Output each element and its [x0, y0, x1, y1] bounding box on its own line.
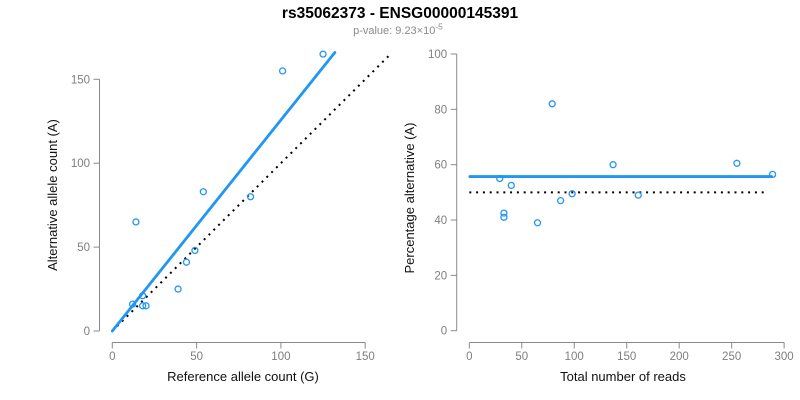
data-point — [500, 209, 508, 217]
y-tick-label: 0 — [441, 326, 447, 338]
x-tick-label: 50 — [515, 351, 528, 363]
x-tick-label: 100 — [565, 351, 584, 363]
data-point — [319, 50, 327, 58]
y-tick-label: 80 — [434, 104, 447, 116]
p-value-text: p-value: 9.23×10 — [353, 25, 435, 37]
y-tick-label: 150 — [71, 74, 90, 86]
x-tick-label: 250 — [722, 351, 741, 363]
x-tick-label: 50 — [190, 351, 203, 363]
y-tick-label: 20 — [434, 270, 447, 282]
y-tick-label: 100 — [71, 158, 90, 170]
x-tick-label: 150 — [356, 351, 375, 363]
data-point — [496, 174, 504, 183]
data-point — [533, 219, 542, 227]
fit-line — [110, 51, 337, 333]
p-value-subtitle: p-value: 9.23×10-5 — [353, 22, 443, 38]
x-tick-label: 150 — [617, 351, 636, 363]
data-point — [132, 218, 140, 226]
x-tick-label: 0 — [109, 351, 115, 363]
left-scatter-plot: 0 50 100 150 0 50 100 150 Alternative allele cou… — [45, 50, 390, 384]
y-tick-label: 60 — [434, 160, 447, 172]
data-point — [174, 285, 182, 293]
data-point — [556, 197, 565, 205]
data-point — [138, 302, 147, 310]
data-point — [142, 302, 150, 310]
data-point — [568, 190, 576, 198]
data-point — [634, 191, 642, 199]
data-point — [128, 300, 137, 308]
x-tick-label: 300 — [775, 351, 794, 363]
right-scatter-plot: 0 20 40 60 80 100 0 50 100 150 200 250 300 Percentage… — [402, 49, 794, 384]
y-axis-title: Percentage alternative (A) — [402, 122, 417, 273]
data-point — [278, 67, 287, 75]
x-tick-label: 0 — [466, 351, 472, 363]
figure-title: rs35062373 - ENSG00000145391 — [282, 5, 519, 22]
data-point — [182, 258, 191, 266]
y-axis-title: Alternative allele count (A) — [45, 119, 60, 271]
x-tick-label: 200 — [670, 351, 689, 363]
data-point — [548, 100, 556, 108]
data-point — [500, 213, 508, 221]
x-tick-label: 100 — [271, 351, 290, 363]
y-tick-label: 50 — [77, 242, 90, 254]
data-point — [768, 170, 777, 179]
x-axis-title: Reference allele count (G) — [167, 369, 319, 384]
data-point — [507, 181, 515, 190]
data-point — [138, 292, 147, 300]
data-point — [199, 188, 207, 196]
data-point — [191, 246, 199, 255]
y-tick-label: 100 — [428, 49, 447, 61]
y-tick-label: 0 — [84, 326, 90, 338]
data-point — [609, 161, 617, 169]
data-point — [733, 159, 741, 167]
data-point — [246, 193, 255, 201]
p-value-exponent: -5 — [435, 22, 443, 32]
y-tick-label: 40 — [434, 215, 447, 227]
x-axis-title: Total number of reads — [560, 369, 686, 384]
